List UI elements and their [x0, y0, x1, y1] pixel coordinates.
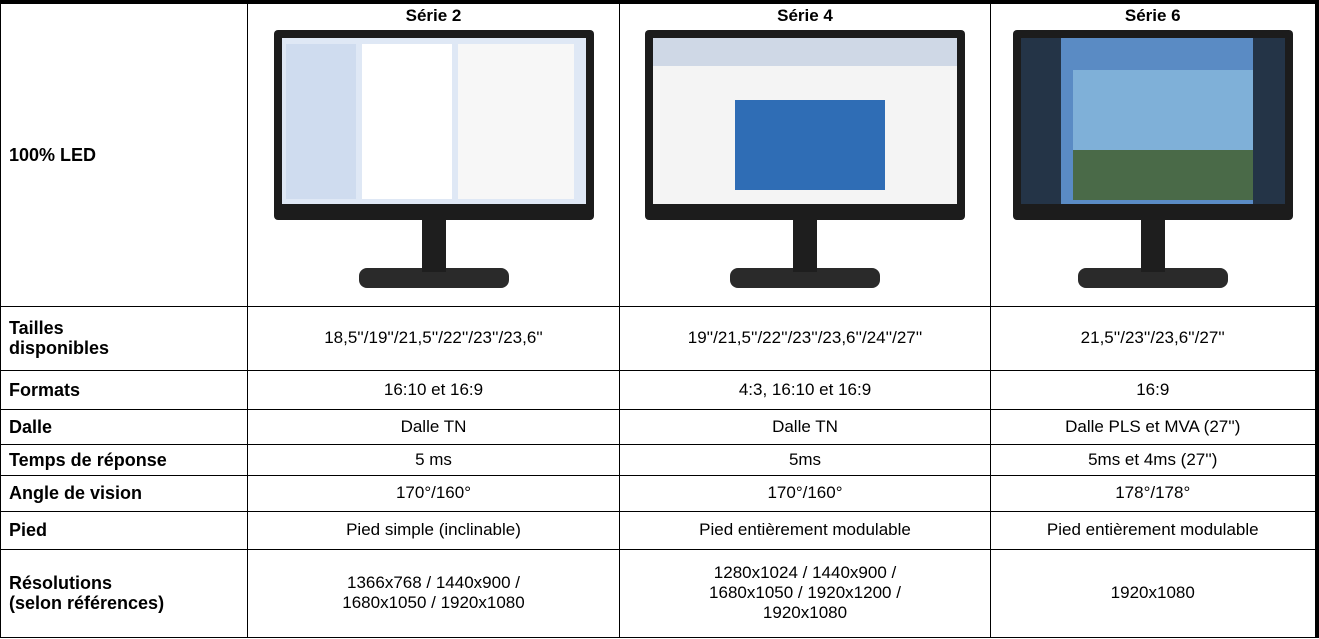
row-label: 100% LED: [0, 1, 248, 307]
cell-text: Dalle PLS et MVA (27''): [1065, 416, 1241, 436]
row-label: Temps de réponse: [0, 443, 248, 476]
row-label: Formats: [0, 369, 248, 410]
table-cell: Dalle TN: [247, 408, 620, 445]
cell-text: Temps de réponse: [9, 449, 167, 470]
table-row: Formats 16:10 et 16:9 4:3, 16:10 et 16:9 16…: [0, 369, 1317, 410]
monitor-image: [273, 30, 594, 288]
table-cell: 4:3, 16:10 et 16:9: [619, 369, 991, 410]
cell-text: 16:10 et 16:9: [383, 379, 484, 399]
cell-text: (selon références): [9, 593, 165, 613]
table-row: Tailles disponibles 18,5''/19''/21,5''/22'…: [0, 305, 1317, 371]
table-cell: 1280x1024 / 1440x900 /1680x1050 / 1920x1…: [619, 548, 991, 638]
cell-text: Formats: [9, 379, 81, 400]
cell-text: 1920x1080: [762, 603, 848, 622]
cell-text: 5ms: [788, 449, 822, 469]
table-cell: 16:10 et 16:9: [247, 369, 620, 410]
table-cell: 170°/160°: [619, 474, 991, 512]
column-title: Série 4: [777, 6, 833, 25]
monitor-image: [645, 30, 965, 288]
row-label: Pied: [0, 510, 248, 550]
table-row: Temps de réponse 5 ms 5ms 5ms et 4ms (27''): [0, 443, 1317, 476]
cell-text: 1680x1050 / 1920x1200 /: [709, 583, 901, 602]
table-cell: 5ms et 4ms (27''): [990, 443, 1317, 476]
cell-text: 5ms et 4ms (27''): [1088, 449, 1218, 469]
table-cell: 1920x1080: [990, 548, 1317, 638]
cell-text: 5 ms: [415, 449, 452, 469]
table-cell: Pied entièrement modulable: [990, 510, 1317, 550]
column-header: Série 4: [619, 1, 991, 307]
table-row: Angle de vision 170°/160° 170°/160° 178°/17…: [0, 474, 1317, 512]
cell-text: 170°/160°: [767, 483, 843, 502]
table-row: Résolutions (selon références) 1366x768 / …: [0, 548, 1317, 638]
cell-text: 4:3, 16:10 et 16:9: [738, 379, 872, 399]
table-cell: Dalle PLS et MVA (27''): [990, 408, 1317, 445]
cell-text: 21,5''/23''/23,6''/27'': [1080, 328, 1225, 347]
cell-text: Dalle: [9, 416, 53, 437]
row-label: Résolutions (selon références): [0, 548, 248, 638]
cell-text: 18,5''/19''/21,5''/22''/23''/23,6'': [324, 328, 543, 347]
cell-text: Pied simple (inclinable): [346, 520, 521, 539]
cell-text: 1920x1080: [1110, 583, 1195, 602]
cell-text: 170°/160°: [395, 483, 472, 502]
table-row: Pied Pied simple (inclinable) Pied entière…: [0, 510, 1317, 550]
table-cell: Dalle TN: [619, 408, 991, 445]
table-cell: Pied entièrement modulable: [619, 510, 991, 550]
row-label: Tailles disponibles: [0, 305, 248, 371]
column-title: Série 2: [405, 6, 462, 25]
monitor-image: [1012, 30, 1293, 288]
cell-text: Pied entièrement modulable: [1046, 520, 1259, 539]
table-cell: 5 ms: [247, 443, 620, 476]
table-cell: 16:9: [990, 369, 1317, 410]
cell-text: Angle de vision: [9, 483, 143, 503]
cell-text: 1280x1024 / 1440x900 /: [713, 563, 897, 582]
column-header: Série 2: [247, 1, 620, 307]
cell-text: 1680x1050 / 1920x1080: [342, 593, 525, 612]
cell-text: Dalle TN: [400, 416, 467, 436]
cell-text: 19''/21,5''/22''/23''/23,6''/24''/27'': [687, 328, 923, 347]
cell-text: 1366x768 / 1440x900 /: [347, 573, 520, 592]
cell-text: Résolutions: [9, 573, 113, 593]
table-row: 100% LED Série 2 Série 4 Série 6: [0, 1, 1317, 307]
column-header: Série 6: [990, 1, 1317, 307]
table-cell: 1366x768 / 1440x900 /1680x1050 / 1920x10…: [247, 548, 620, 638]
table-cell: Pied simple (inclinable): [247, 510, 620, 550]
table-cell: 19''/21,5''/22''/23''/23,6''/24''/27'': [619, 305, 991, 371]
row-label: Angle de vision: [0, 474, 248, 512]
cell-text: Pied entièrement modulable: [699, 520, 911, 539]
cell-text: 178°/178°: [1115, 483, 1191, 502]
table-cell: 170°/160°: [247, 474, 620, 512]
table-cell: 21,5''/23''/23,6''/27'': [990, 305, 1317, 371]
row-label: Dalle: [0, 408, 248, 445]
table-cell: 178°/178°: [990, 474, 1317, 512]
cell-text: 16:9: [1136, 379, 1170, 399]
cell-text: Pied: [9, 520, 48, 540]
cell-text: Dalle TN: [772, 416, 838, 436]
cell-text: disponibles: [9, 338, 110, 358]
cell-text: Tailles: [9, 318, 64, 338]
cell-text: 100% LED: [9, 144, 97, 165]
table-cell: 18,5''/19''/21,5''/22''/23''/23,6'': [247, 305, 620, 371]
column-title: Série 6: [1124, 6, 1181, 25]
table-row: Dalle Dalle TN Dalle TN Dalle PLS et MVA (2…: [0, 408, 1317, 445]
table-cell: 5ms: [619, 443, 991, 476]
